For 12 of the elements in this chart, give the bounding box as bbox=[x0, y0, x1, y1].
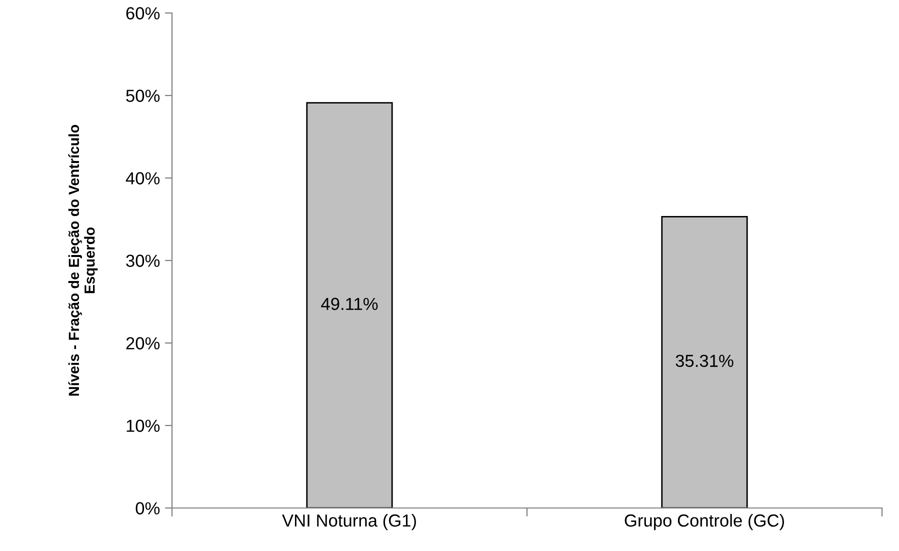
y-tick-label: 60% bbox=[126, 7, 160, 20]
y-tick-label: 30% bbox=[126, 254, 160, 267]
data-label: 35.31% bbox=[676, 354, 734, 368]
y-tick-label: 40% bbox=[126, 172, 160, 184]
data-label: 49.11% bbox=[321, 298, 378, 310]
y-axis-title: Níveis - Fração de Ejeção do Ventrículo Esquerdo bbox=[68, 124, 98, 396]
x-tick-label: VNI Noturna (G1) bbox=[282, 514, 416, 530]
y-tick-label: 10% bbox=[126, 420, 160, 432]
y-tick-label: 50% bbox=[126, 90, 160, 102]
y-tick-label: 0% bbox=[136, 502, 160, 514]
y-tick-label: 20% bbox=[126, 337, 160, 350]
x-tick-label: Grupo Controle (GC) bbox=[624, 514, 784, 530]
